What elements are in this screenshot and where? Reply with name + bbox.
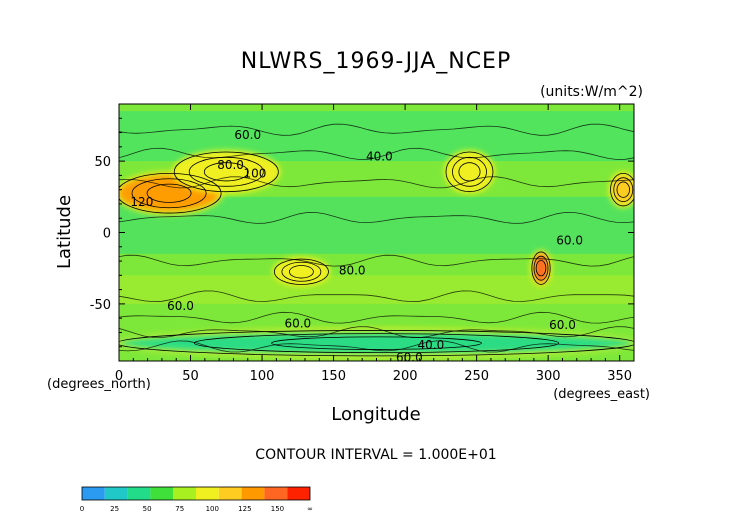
- contour-ring: [203, 162, 249, 182]
- colorbar-swatch: [218, 487, 242, 500]
- x-tick-label: 300: [536, 369, 561, 384]
- y-tick-label: 0: [103, 227, 111, 242]
- colorbar-tick-label: 0: [80, 505, 84, 513]
- x-tick-label: 150: [321, 369, 346, 384]
- contour-ring: [146, 183, 192, 203]
- contour-ring: [535, 260, 547, 277]
- y-axis: 50 0 -50: [90, 117, 634, 348]
- colorbar-frame: [81, 486, 311, 501]
- field-band: [119, 275, 634, 304]
- field-feature: [448, 153, 491, 190]
- contour-label: 100: [243, 166, 266, 180]
- colorbar-swatch: [241, 487, 265, 500]
- contour-label: 60.0: [167, 299, 194, 313]
- colorbar-tick-label: 125: [238, 505, 251, 513]
- contour-layer: 60.040.080.010012080.060.060.060.060.040…: [119, 123, 634, 365]
- colorbar-tick-label: 150: [271, 505, 284, 513]
- contour-ring: [193, 333, 560, 354]
- contour-ring: [288, 265, 314, 279]
- contour-ring: [281, 261, 322, 282]
- contour-label: 60.0: [549, 318, 576, 332]
- contour-ring: [131, 178, 207, 209]
- plot-area: 60.040.080.010012080.060.060.060.060.040…: [119, 104, 634, 365]
- colorbar-tick-label: 75: [175, 505, 184, 513]
- contour-ring: [610, 172, 634, 207]
- contour-line: [119, 311, 634, 324]
- colorbar-tick-label: 50: [143, 505, 152, 513]
- x-tick-label: 200: [393, 369, 418, 384]
- contour-ring: [531, 251, 551, 285]
- x-tick-label: 50: [182, 369, 199, 384]
- x-axis-label: Longitude: [331, 404, 421, 425]
- x-unit-note: (degrees_east): [553, 387, 650, 402]
- contour-ring: [533, 255, 549, 281]
- contour-ring: [119, 172, 222, 214]
- colorbar-swatch: [196, 487, 219, 500]
- contour-interval-text: CONTOUR INTERVAL = 1.000E+01: [255, 447, 496, 463]
- contour-line: [119, 211, 634, 224]
- contour-ring: [613, 177, 634, 203]
- y-unit-note: (degrees_north): [47, 377, 151, 392]
- contour-line: [119, 326, 634, 339]
- contour-label: 60.0: [396, 351, 423, 365]
- contour-ring: [271, 336, 482, 350]
- colorbar-swatch: [82, 487, 105, 500]
- field-feature: [119, 332, 634, 354]
- contour-line: [119, 290, 634, 303]
- contour-label: 40.0: [366, 149, 393, 163]
- contour-label: 60.0: [234, 128, 261, 142]
- colorbar-swatch: [104, 487, 128, 500]
- contour-ring: [458, 162, 481, 182]
- x-tick-label: 250: [464, 369, 489, 384]
- contour-ring: [452, 156, 487, 187]
- colorbar-tick-label: 100: [206, 505, 219, 513]
- contour-line: [119, 147, 634, 160]
- contour-ring: [173, 151, 279, 193]
- colorbar: 0 25 50 75 100 125 150 ∞: [80, 486, 313, 513]
- colorbar-swatch: [264, 487, 288, 500]
- contour-label: 60.0: [556, 234, 583, 248]
- colorbar-swatch: [127, 487, 151, 500]
- contour-ring: [273, 258, 329, 285]
- x-tick-label: 350: [607, 369, 632, 384]
- field-feature: [176, 153, 277, 190]
- chart-title: NLWRS_1969-JJA_NCEP: [241, 49, 511, 74]
- contour-label: 120: [130, 195, 153, 209]
- field-feature: [533, 253, 549, 283]
- contour-label: 80.0: [339, 264, 366, 278]
- x-tick-label: 0: [115, 369, 123, 384]
- y-axis-label: Latitude: [54, 195, 75, 269]
- field-feature: [612, 175, 634, 204]
- x-tick-label: 100: [250, 369, 275, 384]
- contour-ring: [188, 156, 264, 187]
- contour-line: [119, 340, 634, 353]
- contour-ring: [119, 330, 634, 357]
- colorbar-tick-label: ∞: [307, 505, 313, 513]
- contour-label: 80.0: [217, 158, 244, 172]
- field-feature: [276, 261, 327, 283]
- contour-line: [119, 123, 634, 136]
- x-axis: 0 50 100 150 200 250 300 350: [115, 104, 632, 384]
- colorbar-swatch: [150, 487, 174, 500]
- y-tick-label: -50: [90, 298, 111, 313]
- contour-label: 40.0: [418, 338, 445, 352]
- contour-ring: [445, 151, 494, 193]
- contour-label: 60.0: [284, 316, 311, 330]
- contour-ring: [616, 181, 630, 198]
- contour-line: [119, 254, 634, 267]
- y-tick-label: 50: [94, 155, 111, 170]
- colorbar-tick-label: 25: [110, 505, 119, 513]
- units-label: (units:W/m^2): [540, 84, 643, 100]
- colorbar-swatch: [287, 487, 310, 500]
- colorbar-swatch: [173, 487, 196, 500]
